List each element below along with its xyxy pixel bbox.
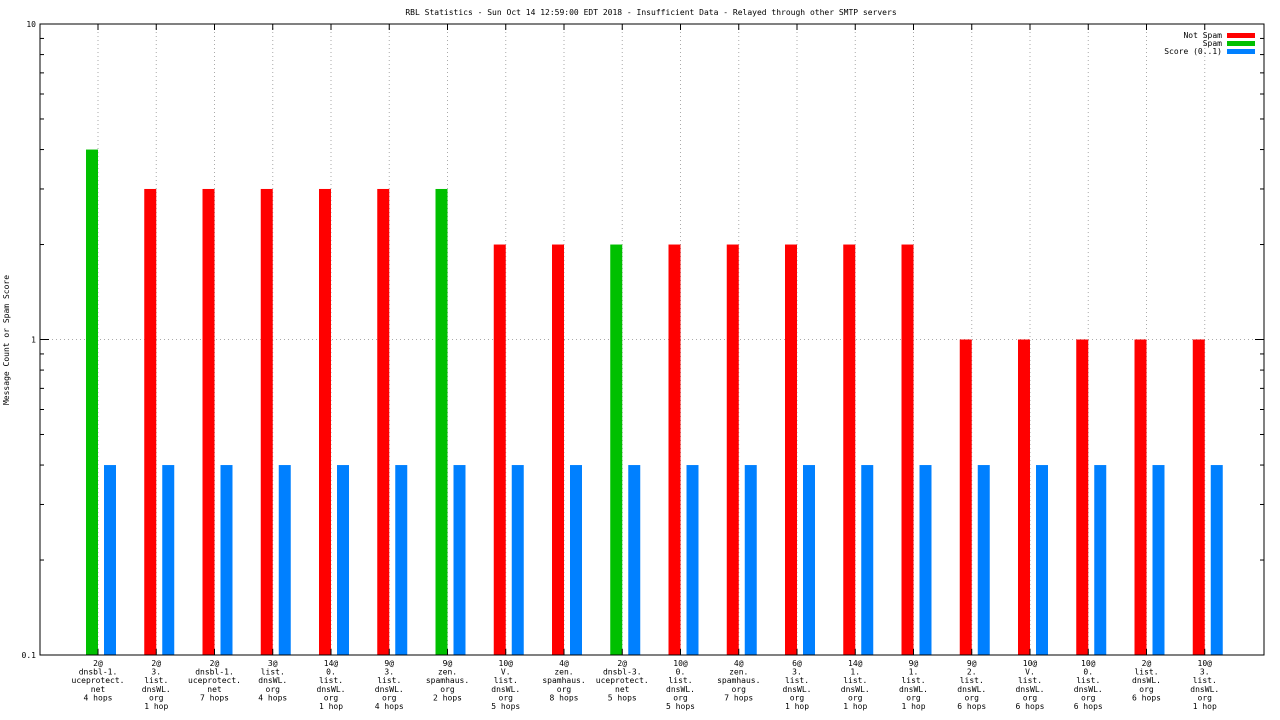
- bar-not-spam: [1076, 339, 1089, 655]
- bar-score-0-1: [453, 465, 466, 655]
- x-tick-label: 9@ zen. spamhaus. org 2 hops: [426, 659, 469, 702]
- chart-title: RBL Statistics - Sun Oct 14 12:59:00 EDT…: [405, 8, 896, 17]
- bar-not-spam: [202, 188, 215, 655]
- x-axis-labels: 2@ dnsbl-1. uceprotect. net 4 hops 2@ 3. list. d…: [72, 659, 1220, 711]
- bar-score-0-1: [977, 465, 990, 655]
- y-axis-label: Message Count or Spam Score: [2, 275, 11, 405]
- bar-score-0-1: [861, 465, 874, 655]
- bar-score-0-1: [919, 465, 932, 655]
- x-tick-label: 10@ 3. list. dnsWL. org 1 hop: [1190, 659, 1219, 711]
- x-tick-label: 10@ 0. list. dnsWL. org 6 hops: [1074, 659, 1103, 711]
- x-tick-label: 14@ 1. list. dnsWL. org 1 hop: [841, 659, 870, 711]
- x-tick-label: 2@ dnsbl-1. uceprotect. net 7 hops: [188, 659, 241, 702]
- y-tick-label: 1: [31, 336, 36, 345]
- bar-score-0-1: [570, 465, 582, 655]
- x-tick-label: 2@ list. dnsWL. org 6 hops: [1132, 659, 1161, 702]
- bar-score-0-1: [686, 465, 699, 655]
- bar-score-0-1: [744, 465, 757, 655]
- bar-not-spam: [726, 244, 739, 656]
- legend-label: Score (0..1): [1164, 47, 1222, 56]
- y-tick-label: 10: [26, 20, 36, 29]
- bar-not-spam: [1134, 339, 1147, 655]
- bar-spam: [610, 244, 623, 656]
- legend-swatch: [1227, 41, 1255, 46]
- bar-not-spam: [1018, 339, 1030, 655]
- bar-spam: [435, 188, 448, 655]
- bar-score-0-1: [628, 465, 641, 655]
- bar-not-spam: [552, 244, 564, 656]
- x-tick-label: 9@ 1. list. dnsWL. org 1 hop: [899, 659, 928, 711]
- legend-label: Not Spam: [1183, 31, 1222, 40]
- bar-not-spam: [843, 244, 856, 656]
- x-tick-label: 14@ 0. list. dnsWL. org 1 hop: [317, 659, 346, 711]
- grid-lines: [40, 24, 1264, 655]
- y-tick-label: 0.1: [22, 651, 37, 660]
- bar-not-spam: [1192, 339, 1205, 655]
- bar-not-spam: [377, 188, 390, 655]
- bar-score-0-1: [395, 465, 408, 655]
- x-tick-label: 9@ 3. list. dnsWL. org 4 hops: [375, 659, 404, 711]
- x-tick-label: 2@ 3. list. dnsWL. org 1 hop: [142, 659, 171, 711]
- bar-score-0-1: [162, 465, 175, 655]
- bars: [86, 149, 1223, 656]
- bar-score-0-1: [104, 465, 116, 655]
- x-tick-label: 6@ 3. list. dnsWL. org 1 hop: [783, 659, 812, 711]
- bar-not-spam: [901, 244, 914, 656]
- bar-score-0-1: [220, 465, 233, 655]
- bar-score-0-1: [337, 465, 349, 655]
- bar-score-0-1: [803, 465, 815, 655]
- x-tick-label: 3@ list. dnsWL. org 4 hops: [258, 659, 287, 702]
- legend-swatch: [1227, 33, 1255, 38]
- bar-score-0-1: [1152, 465, 1165, 655]
- y-axis-ticks: 0.1 1 10: [22, 20, 1264, 660]
- bar-score-0-1: [1094, 465, 1107, 655]
- bar-not-spam: [668, 244, 681, 656]
- bar-not-spam: [493, 244, 506, 656]
- bar-not-spam: [319, 188, 331, 655]
- legend-label: Spam: [1203, 39, 1222, 48]
- x-tick-label: 9@ 2. list. dnsWL. org 6 hops: [957, 659, 986, 711]
- bar-score-0-1: [511, 465, 524, 655]
- x-tick-label: 2@ dnsbl-3. uceprotect. net 5 hops: [596, 659, 649, 702]
- x-tick-label: 10@ 0. list. dnsWL. org 5 hops: [666, 659, 695, 711]
- bar-not-spam: [260, 188, 273, 655]
- bar-score-0-1: [1210, 465, 1223, 655]
- x-tick-label: 10@ V. list. dnsWL. org 6 hops: [1016, 659, 1045, 711]
- bar-not-spam: [785, 244, 797, 656]
- bar-not-spam: [959, 339, 972, 655]
- legend-swatch: [1227, 49, 1255, 54]
- bar-not-spam: [144, 188, 157, 655]
- x-tick-label: 4@ zen. spamhaus. org 8 hops: [542, 659, 585, 702]
- x-tick-label: 2@ dnsbl-1. uceprotect. net 4 hops: [72, 659, 125, 702]
- bar-spam: [86, 149, 98, 655]
- x-tick-label: 10@ V. list. dnsWL. org 5 hops: [491, 659, 520, 711]
- bar-score-0-1: [278, 465, 291, 655]
- x-tick-label: 4@ zen. spamhaus. org 7 hops: [717, 659, 760, 702]
- bar-score-0-1: [1036, 465, 1048, 655]
